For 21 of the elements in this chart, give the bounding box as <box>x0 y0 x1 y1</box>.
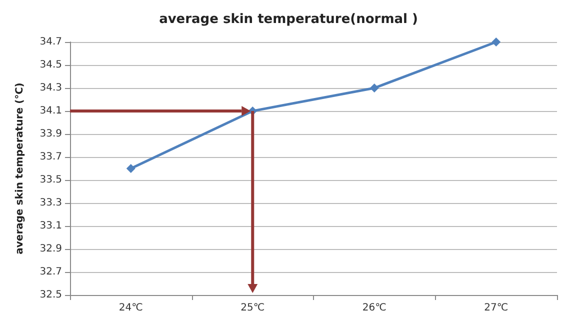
y-tick-label: 32.9 <box>40 244 62 254</box>
point <box>492 38 501 46</box>
y-tick-label: 32.5 <box>40 290 62 300</box>
y-tick-label: 33.5 <box>40 174 62 186</box>
y-tick-label: 32.7 <box>40 266 62 278</box>
x-tick-label: 26℃ <box>362 302 386 314</box>
x-tick-label: 27℃ <box>484 302 508 314</box>
point <box>370 84 379 92</box>
y-tick-label: 33.3 <box>40 198 62 208</box>
y-tick-label: 33.1 <box>40 220 62 232</box>
point <box>126 164 136 173</box>
y-tick-label: 34.3 <box>40 82 62 94</box>
y-tick-label: 34.1 <box>40 106 62 116</box>
y-axis-title: average skin temperature (℃) <box>14 82 26 254</box>
x-tick-label: 24℃ <box>118 302 143 314</box>
y-tick-label: 34.5 <box>40 60 62 70</box>
chart-title: average skin temperature(normal ) <box>159 12 418 27</box>
y-tick-label: 34.7 <box>40 36 62 48</box>
x-tick-label: 25℃ <box>240 302 265 314</box>
y-tick-label: 33.9 <box>40 128 62 140</box>
y-tick-label: 33.7 <box>40 152 62 162</box>
